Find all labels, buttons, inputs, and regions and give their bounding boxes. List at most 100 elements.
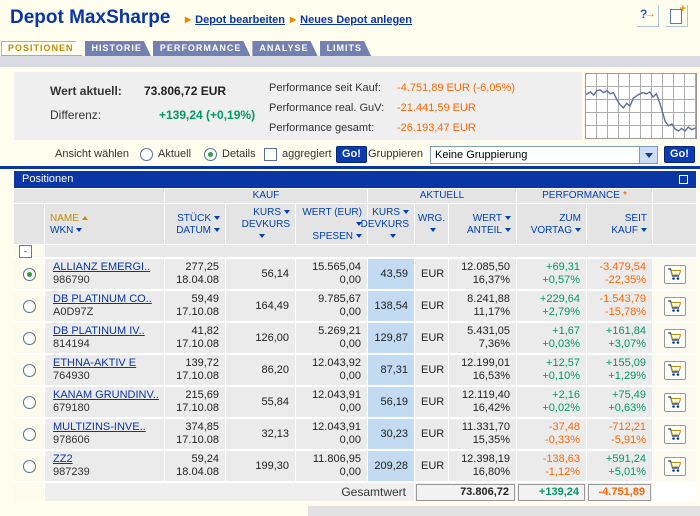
sort-desc-icon[interactable]	[403, 210, 409, 214]
wrg-cell: EUR	[415, 387, 448, 417]
position-select-cell[interactable]	[14, 387, 44, 417]
aggregiert-checkbox[interactable]	[264, 148, 277, 161]
cart-icon	[668, 267, 682, 280]
help-icon[interactable]: ? →	[637, 5, 659, 27]
tab-historie[interactable]: HISTORIE	[85, 41, 151, 56]
position-select-cell[interactable]	[14, 451, 44, 481]
sort-desc-icon[interactable]	[214, 228, 220, 232]
link-neues-depot[interactable]: ▶ Neues Depot anlegen	[290, 14, 413, 26]
col-kurs-devkurs-aktuell[interactable]: KURS DEVKURS	[361, 204, 414, 244]
sort-asc-icon[interactable]	[81, 216, 88, 220]
gruppierung-select[interactable]: Keine Gruppierung	[430, 146, 658, 164]
performance-label: Performance seit Kauf:	[269, 82, 381, 94]
sort-desc-icon[interactable]	[505, 216, 511, 220]
tab-positionen[interactable]: POSITIONEN	[1, 41, 83, 56]
col-wrg[interactable]: WRG.	[415, 204, 448, 244]
link-depot-bearbeiten[interactable]: ▶ Depot bearbeiten	[185, 14, 286, 26]
position-name-link[interactable]: ETHNA-AKTIV E	[53, 357, 137, 369]
position-name-link[interactable]: DB PLATINUM IV..	[53, 325, 145, 337]
tab-performance[interactable]: PERFORMANCE	[153, 41, 251, 56]
position-radio[interactable]	[22, 427, 36, 441]
collapse-group-icon[interactable]: -	[19, 245, 32, 258]
performance-value: -21.441,59 EUR	[397, 102, 476, 114]
position-select-cell[interactable]	[14, 291, 44, 321]
cart-cell	[653, 259, 696, 289]
vortag-pct-value: +2,79%	[542, 306, 580, 318]
radio-details[interactable]	[204, 148, 217, 161]
stueck-datum-cell: 277,25 18.04.08	[165, 259, 225, 289]
stueck-value: 139,72	[185, 357, 219, 369]
zum-vortag-cell: +2,16 +0,02%	[517, 387, 586, 417]
sort-desc-icon[interactable]	[641, 228, 647, 232]
wert-spesen-cell: 15.565,04 0,00	[296, 259, 367, 289]
tab-limits[interactable]: LIMITS	[320, 41, 372, 56]
table-row: MULTIZINS-INVE.. 978606 374,85 17.10.08 …	[14, 419, 696, 449]
table-title-bar: Positionen	[14, 171, 696, 188]
anteil-value: 16,42%	[472, 402, 510, 414]
gesamtwert-label: Gesamtwert	[45, 483, 414, 501]
trade-cart-button[interactable]	[663, 456, 686, 476]
position-name-link[interactable]: MULTIZINS-INVE..	[53, 421, 146, 433]
col-wert-spesen[interactable]: WERT (EUR) SPESEN	[296, 204, 367, 244]
col-name-wkn[interactable]: NAME WKN	[45, 204, 164, 244]
sort-desc-icon[interactable]	[505, 228, 511, 232]
chevron-down-icon[interactable]	[639, 147, 657, 163]
ansicht-go-button[interactable]: Go!	[336, 146, 367, 163]
sort-desc-icon[interactable]	[389, 234, 396, 238]
trade-cart-button[interactable]	[663, 264, 686, 284]
radio-aktuell-label[interactable]: Aktuell	[158, 148, 192, 160]
sort-desc-icon[interactable]	[356, 222, 362, 226]
seit-kauf-abs-value: +155,09	[605, 357, 646, 369]
seit-kauf-cell: +155,09 +1,29%	[587, 355, 652, 385]
kurs-kauf-value: 164,49	[255, 300, 289, 312]
position-radio[interactable]	[22, 299, 36, 313]
gruppieren-go-button[interactable]: Go!	[664, 146, 695, 163]
trade-cart-button[interactable]	[663, 296, 686, 316]
seit-kauf-abs-value: +75,49	[612, 389, 646, 401]
collapse-row: -	[14, 245, 696, 258]
group-aktuell: AKTUELL	[368, 189, 516, 203]
sort-desc-icon[interactable]	[356, 234, 362, 238]
new-depot-icon[interactable]: +	[666, 3, 688, 27]
position-select-cell[interactable]	[14, 259, 44, 289]
col-seit-kauf[interactable]: SEIT KAUF	[587, 204, 652, 244]
kurs-aktuell-cell: 138,54	[368, 291, 414, 321]
radio-details-label[interactable]: Details	[222, 148, 256, 160]
sort-desc-icon[interactable]	[575, 228, 581, 232]
trade-cart-button[interactable]	[663, 360, 686, 380]
trade-cart-button[interactable]	[663, 424, 686, 444]
col-kurs-devkurs-kauf[interactable]: KURS DEVKURS	[226, 204, 295, 244]
seit-kauf-abs-value: -712,21	[608, 421, 646, 433]
seit-kauf-abs-value: +591,24	[605, 453, 646, 465]
col-wert-anteil[interactable]: WERT ANTEIL	[449, 204, 516, 244]
position-name-link[interactable]: ZZ2	[53, 453, 73, 465]
position-radio[interactable]	[22, 459, 36, 473]
aggregiert-label[interactable]: aggregiert	[282, 148, 332, 160]
sort-desc-icon[interactable]	[284, 210, 290, 214]
position-name-link[interactable]: DB PLATINUM CO..	[53, 293, 152, 305]
table-row: ALLIANZ EMERGI.. 986790 277,25 18.04.08 …	[14, 259, 696, 289]
sort-desc-icon[interactable]	[76, 228, 83, 232]
window-icon[interactable]	[679, 175, 688, 184]
position-select-cell[interactable]	[14, 323, 44, 353]
radio-aktuell[interactable]	[140, 148, 153, 161]
position-select-cell[interactable]	[14, 355, 44, 385]
position-select-cell[interactable]	[14, 419, 44, 449]
sort-desc-icon[interactable]	[430, 228, 436, 232]
position-radio[interactable]	[22, 267, 36, 281]
vortag-pct-value: -0,33%	[545, 434, 580, 446]
col-stueck-datum[interactable]: STÜCK DATUM	[165, 204, 225, 244]
table-title: Positionen	[22, 173, 74, 185]
seit-kauf-pct-value: -5,91%	[611, 434, 646, 446]
sort-desc-icon[interactable]	[214, 216, 220, 220]
col-zum-vortag[interactable]: ZUM VORTAG	[517, 204, 586, 244]
position-name-link[interactable]: KANAM GRUNDINV..	[53, 389, 159, 401]
trade-cart-button[interactable]	[663, 392, 686, 412]
position-radio[interactable]	[22, 363, 36, 377]
sort-desc-icon[interactable]	[259, 234, 265, 238]
position-name-link[interactable]: ALLIANZ EMERGI..	[53, 261, 151, 273]
tab-analyse[interactable]: ANALYSE	[252, 41, 317, 56]
position-radio[interactable]	[22, 395, 36, 409]
position-radio[interactable]	[22, 331, 36, 345]
trade-cart-button[interactable]	[663, 328, 686, 348]
